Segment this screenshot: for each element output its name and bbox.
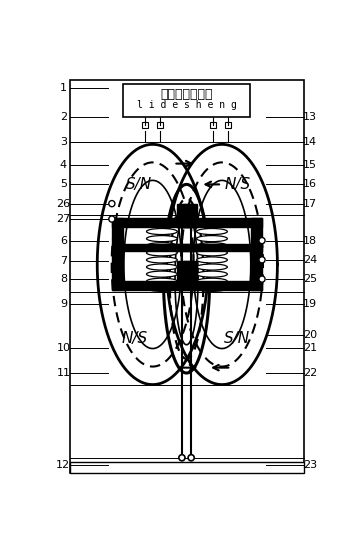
Text: 2: 2 bbox=[60, 112, 67, 122]
Ellipse shape bbox=[147, 243, 177, 249]
Circle shape bbox=[179, 455, 185, 461]
Bar bbox=[123, 83, 250, 118]
Text: 21: 21 bbox=[303, 344, 317, 353]
Text: 19: 19 bbox=[303, 299, 317, 309]
Bar bbox=[225, 122, 231, 128]
Text: 17: 17 bbox=[303, 198, 317, 209]
Circle shape bbox=[188, 455, 194, 461]
Text: 8: 8 bbox=[60, 274, 67, 284]
Bar bbox=[177, 217, 262, 227]
Bar bbox=[70, 80, 304, 473]
Ellipse shape bbox=[147, 264, 177, 270]
Bar bbox=[251, 217, 262, 290]
Text: 22: 22 bbox=[302, 368, 317, 378]
Circle shape bbox=[109, 201, 115, 207]
Ellipse shape bbox=[197, 285, 228, 292]
Text: l i d e s h e n g: l i d e s h e n g bbox=[136, 100, 237, 110]
Circle shape bbox=[259, 276, 265, 282]
Bar bbox=[183, 261, 197, 288]
Text: 活性磁控制系统: 活性磁控制系统 bbox=[160, 88, 213, 101]
Text: 5: 5 bbox=[60, 179, 67, 189]
Bar bbox=[70, 462, 304, 473]
Ellipse shape bbox=[197, 250, 228, 256]
Ellipse shape bbox=[147, 257, 177, 263]
Text: 20: 20 bbox=[303, 330, 317, 339]
Text: 12: 12 bbox=[56, 461, 70, 470]
Bar bbox=[157, 122, 163, 128]
Text: N/S: N/S bbox=[122, 331, 148, 346]
Bar bbox=[177, 281, 262, 290]
Text: 27: 27 bbox=[56, 214, 71, 224]
Text: 7: 7 bbox=[60, 256, 67, 266]
Ellipse shape bbox=[147, 229, 177, 235]
Ellipse shape bbox=[147, 221, 177, 228]
Text: N/S: N/S bbox=[224, 177, 250, 192]
Ellipse shape bbox=[197, 236, 228, 242]
Bar bbox=[112, 281, 197, 290]
Text: 3: 3 bbox=[60, 137, 67, 147]
Text: 26: 26 bbox=[56, 198, 70, 209]
Text: 10: 10 bbox=[56, 344, 70, 353]
Bar bbox=[112, 217, 123, 290]
Ellipse shape bbox=[147, 271, 177, 277]
Text: 15: 15 bbox=[303, 160, 317, 170]
Bar bbox=[177, 204, 191, 227]
Bar bbox=[142, 122, 148, 128]
Ellipse shape bbox=[197, 257, 228, 263]
Text: 9: 9 bbox=[60, 299, 67, 309]
Circle shape bbox=[259, 237, 265, 244]
Bar bbox=[112, 244, 197, 251]
Ellipse shape bbox=[147, 250, 177, 256]
Text: S/N: S/N bbox=[126, 177, 152, 192]
Text: 25: 25 bbox=[303, 274, 317, 284]
Ellipse shape bbox=[197, 264, 228, 270]
Bar bbox=[177, 244, 262, 251]
Ellipse shape bbox=[197, 271, 228, 277]
Text: S/N: S/N bbox=[224, 331, 250, 346]
Ellipse shape bbox=[197, 243, 228, 249]
Text: 18: 18 bbox=[303, 236, 317, 246]
Bar bbox=[112, 217, 197, 227]
Ellipse shape bbox=[197, 221, 228, 228]
Ellipse shape bbox=[197, 278, 228, 284]
Circle shape bbox=[259, 257, 265, 263]
Text: 1: 1 bbox=[60, 83, 67, 93]
Text: 6: 6 bbox=[60, 236, 67, 246]
Text: 14: 14 bbox=[303, 137, 317, 147]
Bar bbox=[183, 204, 197, 227]
Ellipse shape bbox=[147, 285, 177, 292]
Text: 16: 16 bbox=[303, 179, 317, 189]
Text: 4: 4 bbox=[60, 160, 67, 170]
Text: 24: 24 bbox=[302, 255, 317, 265]
Text: 13: 13 bbox=[303, 112, 317, 122]
Ellipse shape bbox=[147, 236, 177, 242]
Text: 11: 11 bbox=[56, 368, 70, 378]
Circle shape bbox=[109, 216, 115, 222]
Ellipse shape bbox=[147, 278, 177, 284]
Ellipse shape bbox=[197, 229, 228, 235]
Bar bbox=[210, 122, 216, 128]
Bar bbox=[177, 261, 191, 288]
Text: 23: 23 bbox=[303, 461, 317, 470]
